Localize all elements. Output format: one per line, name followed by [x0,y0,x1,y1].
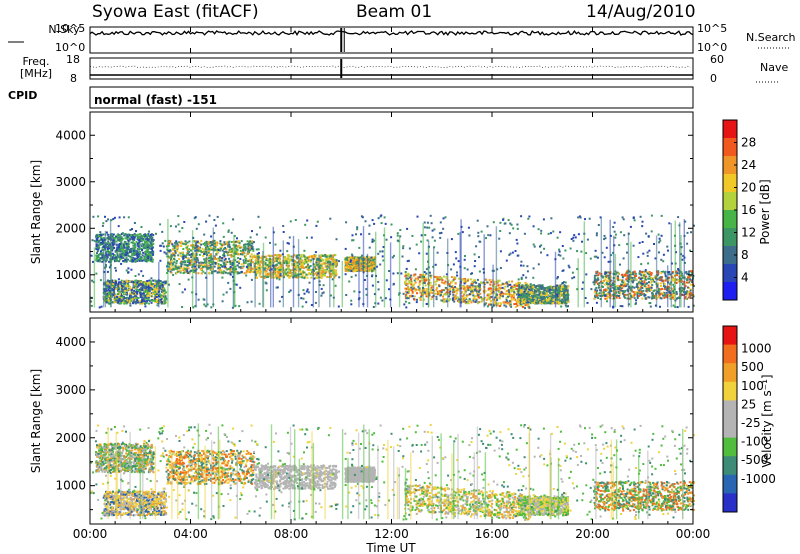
colorbar-segment [723,138,737,157]
colorbar-segment [723,381,737,401]
freq-label: Freq. [22,55,49,68]
nsky-label: N.Sky [48,23,80,36]
colorbar-tick-label: 12 [741,226,756,240]
colorbar-segment [723,419,737,439]
colorbar-segment [723,400,737,420]
colorbar-frame [722,325,738,513]
colorbar-segment [723,210,737,229]
time-tick-label: 12:00 [374,527,409,541]
velocity-y-axis: 1000 2000 3000 4000 [55,335,693,511]
left-top-tick: 10^5 [55,22,85,35]
colorbar-tick-label: 500 [741,360,764,374]
cpid-label: CPID [8,89,37,102]
nave-tick-bottom: 0 [710,72,717,85]
y-tick-label: 3000 [55,383,86,397]
colorbar-segment [723,192,737,211]
time-xlabel: Time UT [365,541,416,554]
beam-title: Beam 01 [356,2,432,22]
nave-tick-top: 60 [710,53,724,66]
power-data [90,214,695,310]
time-tick-label: 04:00 [173,527,208,541]
right-bottom-tick: 10^0 [697,41,727,54]
freq-tick-bottom: 8 [70,72,77,85]
colorbar-tick-label: -500 [741,453,768,467]
velocity-cbar-label: Velocity [m s⁻¹] [760,374,774,467]
colorbar-tick-label: 20 [741,181,756,195]
right-top-tick: 10^5 [697,22,727,35]
colorbar-tick-label: 1000 [741,342,772,356]
colorbar-segment [723,344,737,364]
colorbar-segment [723,326,737,346]
freq-line [89,65,691,68]
velocity-data [90,423,695,521]
colorbar-segment [723,437,737,457]
y-tick-label: 3000 [55,175,86,189]
power-colorbar: 4 8 12 16 20 24 28 [722,119,756,301]
cpid-strip [89,86,694,109]
colorbar-tick-label: 28 [741,136,756,150]
time-tick-label: 00:00 [676,527,711,541]
colorbar-segment [723,282,737,301]
y-tick-label: 4000 [55,335,86,349]
colorbar-tick-label: -25 [741,416,761,430]
colorbar-segment [723,228,737,247]
colorbar-tick-label: 100 [741,379,764,393]
freq-unit: [MHz] [20,67,52,80]
cpid-value: normal (fast) -151 [94,93,217,107]
velocity-panel: 1000 2000 3000 4000 Slant Range [km] 1000 50… [29,317,776,525]
colorbar-segment [723,456,737,476]
y-tick-label: 4000 [55,128,86,142]
nave-label: Nave [760,61,788,74]
colorbar-segment [723,493,737,513]
nsky-line [89,30,694,37]
colorbar-segment [723,120,737,139]
colorbar-segment [723,246,737,265]
colorbar-tick-label: 8 [741,248,749,262]
power-y-axis: 1000 2000 3000 4000 [55,128,693,299]
power-panel: 1000 2000 3000 4000 Slant Range [km] 4 8 12 16… [29,111,772,313]
colorbar-tick-label: 4 [741,271,749,285]
colorbar-segment [723,174,737,193]
colorbar-tick-label: 24 [741,158,756,172]
colorbar-segment [723,156,737,175]
colorbar-segment [723,264,737,283]
y-tick-label: 1000 [55,268,86,282]
colorbar-segment [723,474,737,494]
nsky-trace [89,28,694,52]
colorbar-segment [723,363,737,383]
station-title: Syowa East (fitACF) [92,2,259,22]
velocity-frame [89,317,694,525]
time-tick-label: 16:00 [475,527,510,541]
freq-strip: Freq. [MHz] 18 8 60 0 Nave [20,53,789,85]
velocity-ylabel: Slant Range [km] [29,369,43,473]
y-tick-label: 2000 [55,431,86,445]
date-title: 14/Aug/2010 [586,2,696,22]
time-tick-label: 20:00 [575,527,610,541]
colorbar-tick-label: 16 [741,203,756,217]
freq-tick-top: 18 [66,53,80,66]
time-tick-label: 00:00 [73,527,108,541]
power-cbar-label: Power [dB] [758,179,772,244]
nsearch-label: N.Search [746,31,796,44]
velocity-colorbar: 1000 500 100 25 -25 -100 -500 -1000 [722,325,776,513]
y-tick-label: 2000 [55,221,86,235]
colorbar-tick-label: 25 [741,397,756,411]
time-axis: 00:00 04:00 08:00 12:00 16:00 20:00 00:00 [73,27,711,541]
power-ylabel: Slant Range [km] [29,160,43,264]
colorbar-tick-label: -1000 [741,472,776,486]
nsky-strip: N.Sky 10^5 10^0 10^5 10^0 N.Search [8,22,796,54]
left-bottom-tick: 10^0 [55,41,85,54]
y-tick-label: 1000 [55,479,86,493]
colorbar-tick-label: -100 [741,435,768,449]
time-tick-label: 08:00 [274,527,309,541]
